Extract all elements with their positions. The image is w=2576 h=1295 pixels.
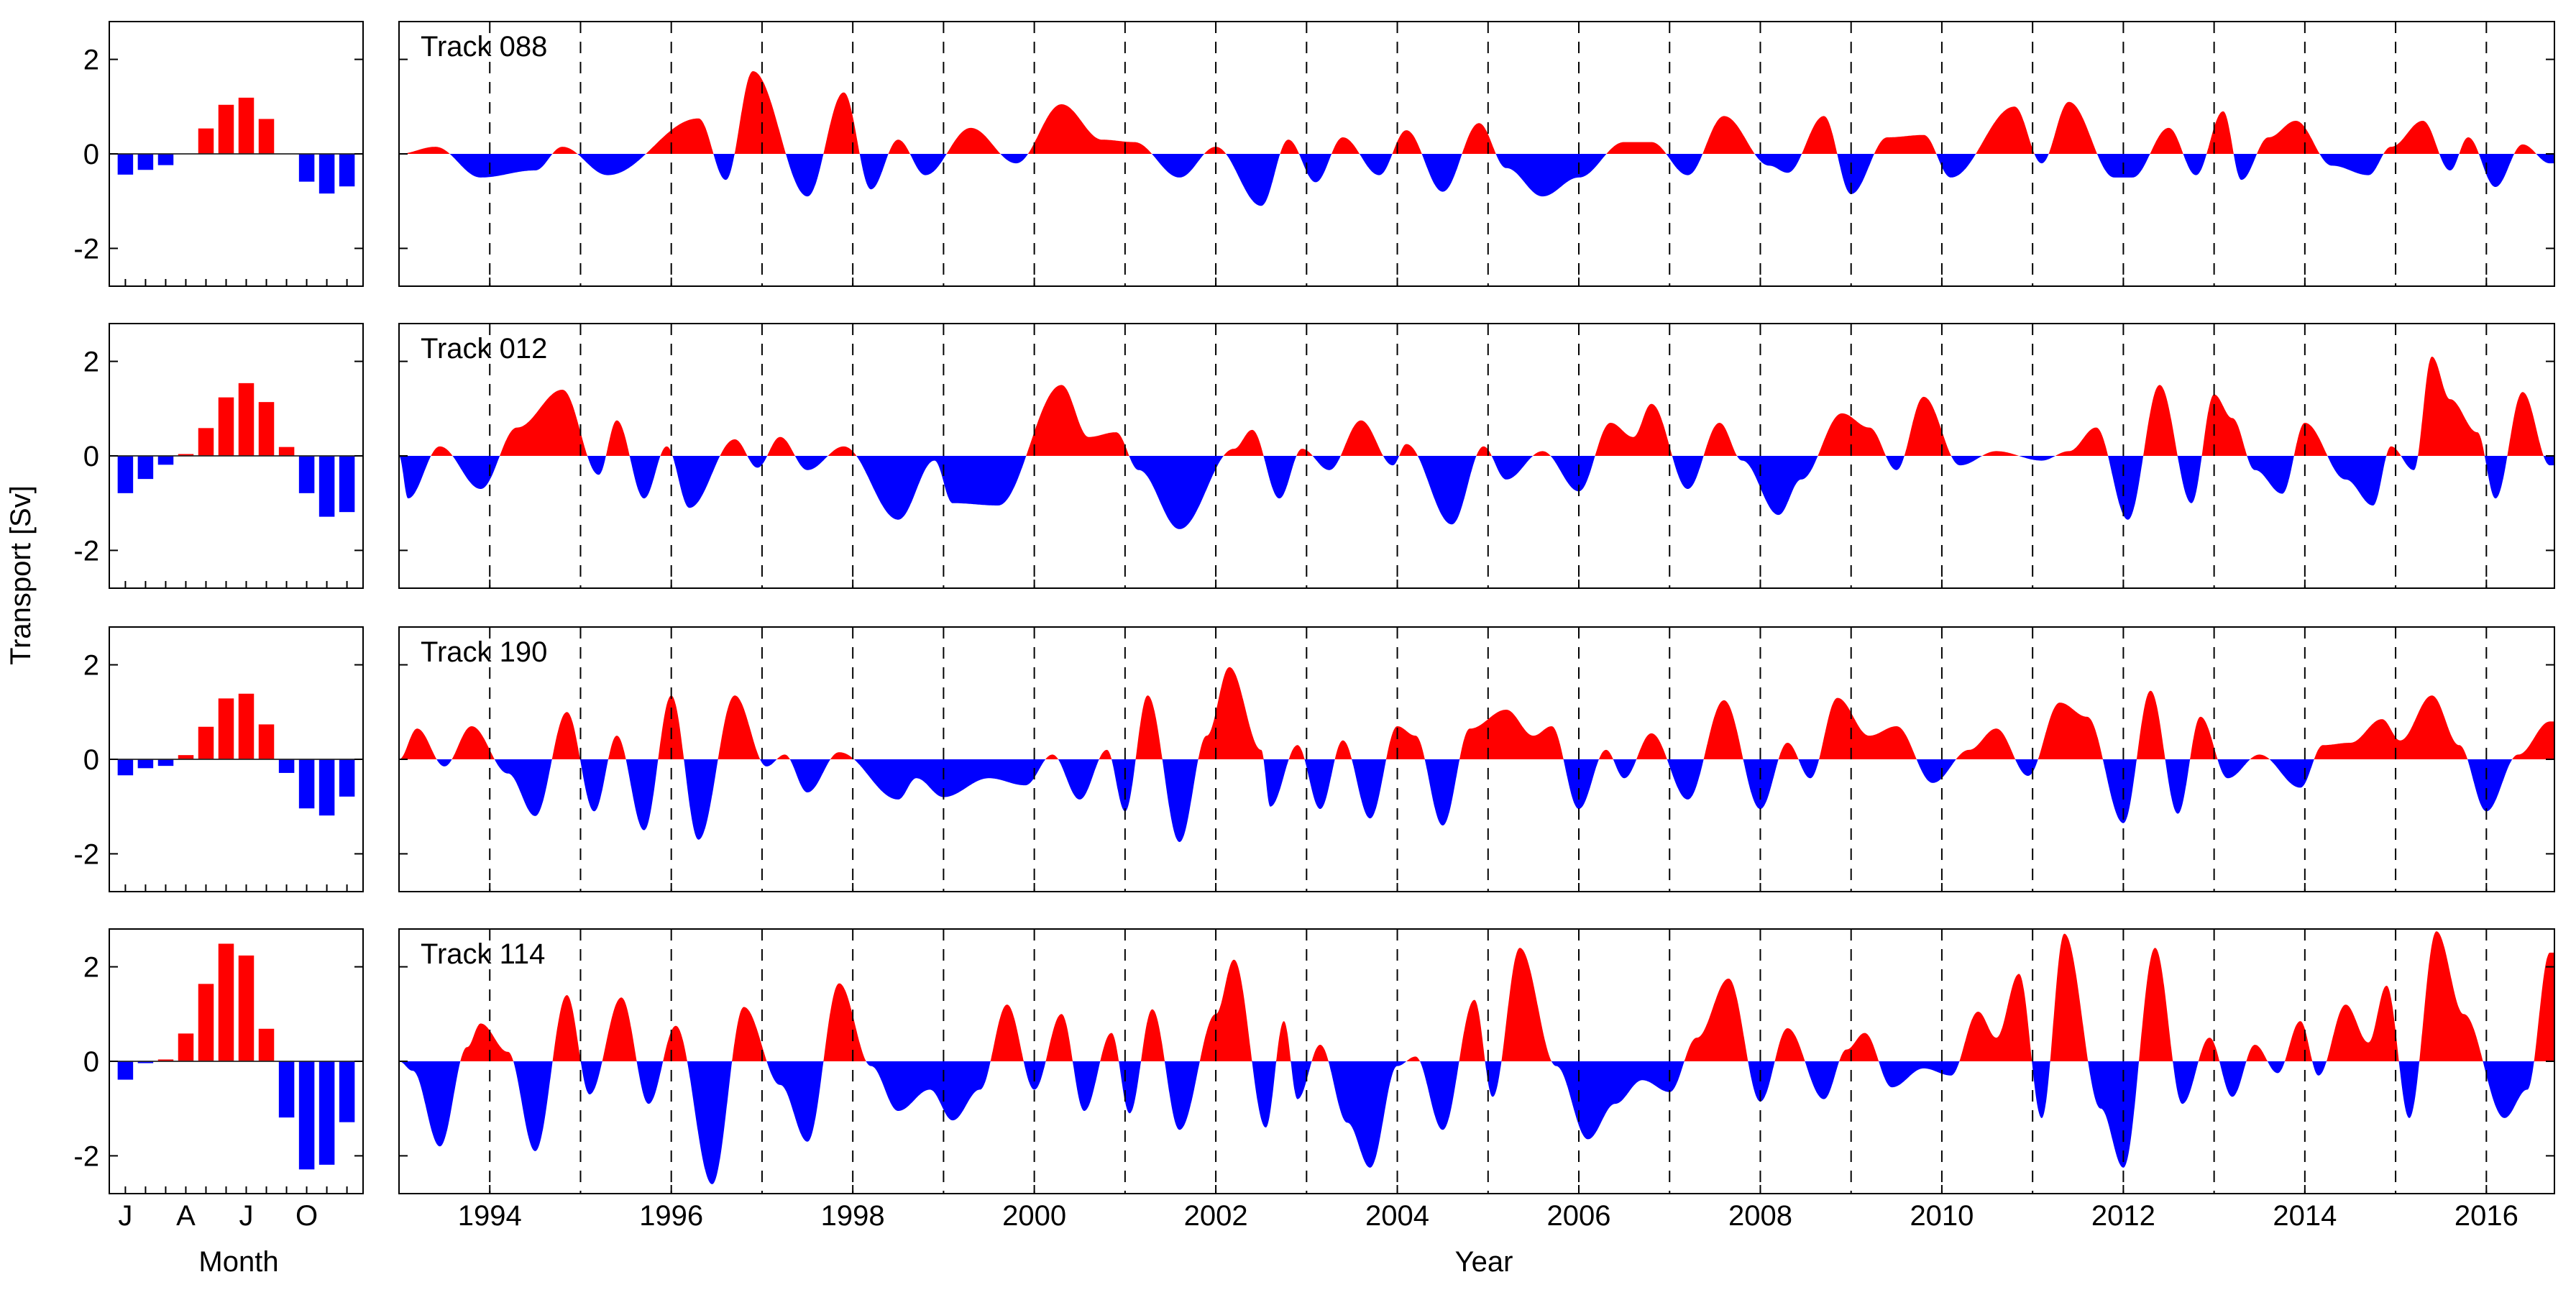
track-label: Track 012 — [421, 333, 547, 365]
timeseries-x-tick-label: 2006 — [1547, 1200, 1611, 1232]
monthly-bar — [278, 446, 295, 457]
monthly-bar — [116, 455, 134, 495]
monthly-bar — [278, 1061, 295, 1119]
monthly-bar — [116, 1061, 134, 1081]
monthly-bar — [197, 726, 215, 760]
timeseries-x-tick-label: 2000 — [1002, 1200, 1066, 1232]
monthly-bar — [338, 455, 356, 513]
monthly-bar — [177, 1032, 195, 1062]
monthly-bar — [217, 396, 235, 457]
monthly-bar — [197, 982, 215, 1062]
monthly-y-tick-label: -2 — [73, 1140, 99, 1172]
monthly-x-tick-label: J — [118, 1200, 132, 1232]
negative-transport-area — [399, 1061, 2554, 1184]
track-panel: -2 0 2 Track 088 — [73, 21, 2555, 287]
monthly-bar — [217, 104, 235, 155]
positive-transport-area — [399, 357, 2554, 456]
monthly-bar — [318, 1061, 336, 1166]
track-label: Track 190 — [421, 636, 547, 668]
monthly-y-tick-label: 2 — [83, 650, 99, 682]
monthly-y-tick-label: 0 — [83, 139, 99, 170]
monthly-bar — [157, 759, 175, 767]
monthly-y-tick-label: 2 — [83, 952, 99, 984]
monthly-bar — [278, 759, 295, 774]
monthly-y-tick-label: 0 — [83, 441, 99, 472]
monthly-x-tick-label: O — [295, 1200, 318, 1232]
timeseries-series — [399, 357, 2554, 529]
monthly-bar — [137, 153, 155, 171]
monthly-y-tick-label: -2 — [73, 233, 99, 265]
monthly-x-axis-label: Month — [198, 1246, 278, 1278]
track-label: Track 088 — [421, 31, 547, 63]
positive-transport-area — [399, 667, 2554, 759]
monthly-bar — [338, 1061, 356, 1124]
monthly-bar — [318, 455, 336, 518]
monthly-y-tick-label: 0 — [83, 1046, 99, 1078]
monthly-bar — [338, 153, 356, 188]
timeseries-x-tick-label: 1994 — [458, 1200, 522, 1232]
timeseries-x-axis-label: Year — [1455, 1246, 1513, 1278]
monthly-bar — [177, 754, 195, 760]
monthly-bar — [257, 401, 275, 457]
monthly-bar — [257, 1028, 275, 1062]
monthly-bar — [237, 96, 255, 155]
timeseries-x-tick-label: 1996 — [639, 1200, 703, 1232]
timeseries-x-tick-label: 2012 — [2091, 1200, 2155, 1232]
monthly-x-tick-label: A — [176, 1200, 196, 1232]
monthly-y-tick-label: 2 — [83, 347, 99, 378]
monthly-bar — [237, 692, 255, 760]
track-panel: -2 0 2 Track 012 — [73, 323, 2555, 589]
monthly-bar — [197, 127, 215, 155]
track-panel: -2 0 2 J A J O 1994 1996 1998 2000 2002 2004 2006 2008… — [73, 928, 2555, 1232]
timeseries-x-tick-label: 2008 — [1728, 1200, 1792, 1232]
monthly-bar — [298, 153, 316, 183]
timeseries-x-tick-label: 2010 — [1910, 1200, 1974, 1232]
track-label: Track 114 — [421, 938, 545, 970]
monthly-bar — [157, 455, 175, 466]
timeseries-x-tick-label: 2014 — [2273, 1200, 2337, 1232]
monthly-bar — [137, 759, 155, 769]
monthly-bar — [338, 759, 356, 798]
monthly-bar — [157, 153, 175, 167]
monthly-y-tick-label: 0 — [83, 744, 99, 776]
monthly-y-tick-label: -2 — [73, 535, 99, 567]
timeseries-x-tick-label: 2004 — [1365, 1200, 1429, 1232]
monthly-bar — [137, 455, 155, 480]
negative-transport-area — [399, 154, 2554, 206]
negative-transport-area — [399, 456, 2554, 529]
panels-layer: -202 Track 088-202 Track 012-202 Track 190-… — [73, 21, 2555, 1232]
timeseries-x-tick-label: 1998 — [821, 1200, 885, 1232]
monthly-y-tick-label: -2 — [73, 838, 99, 870]
monthly-x-tick-label: J — [239, 1200, 254, 1232]
monthly-bar — [217, 942, 235, 1062]
timeseries-x-tick-label: 2016 — [2454, 1200, 2518, 1232]
positive-transport-area — [399, 931, 2554, 1061]
positive-transport-area — [399, 71, 2554, 154]
monthly-bar — [257, 117, 275, 155]
monthly-bar — [197, 426, 215, 457]
y-axis-label: Transport [Sv] — [5, 485, 37, 665]
monthly-bar — [217, 697, 235, 760]
monthly-bar — [237, 382, 255, 457]
timeseries-series — [399, 71, 2554, 206]
monthly-y-tick-label: 2 — [83, 45, 99, 76]
track-panel: -2 0 2 Track 190 — [73, 626, 2555, 892]
monthly-bar — [116, 759, 134, 777]
monthly-bar — [237, 954, 255, 1062]
monthly-bar — [298, 455, 316, 495]
monthly-bar — [318, 759, 336, 817]
monthly-bar — [298, 1061, 316, 1171]
monthly-bar — [257, 723, 275, 760]
monthly-bar — [116, 153, 134, 176]
timeseries-series — [399, 931, 2554, 1184]
timeseries-x-tick-label: 2002 — [1184, 1200, 1248, 1232]
monthly-bar — [318, 153, 336, 195]
timeseries-series — [399, 667, 2554, 842]
monthly-bar — [298, 759, 316, 810]
negative-transport-area — [399, 759, 2554, 842]
